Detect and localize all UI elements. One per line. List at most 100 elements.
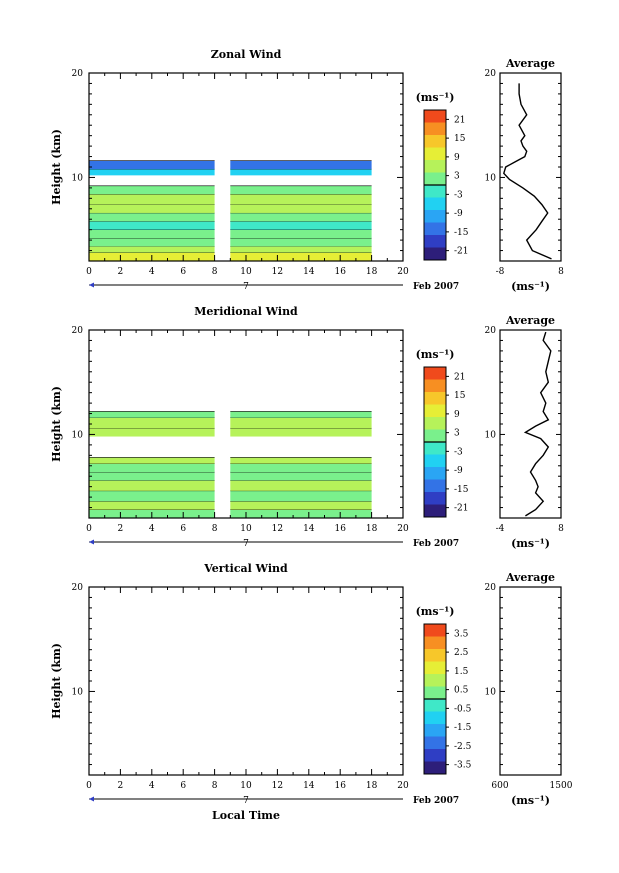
colorbar-swatch	[424, 429, 446, 443]
wind-cell	[230, 417, 372, 429]
wind-cell	[230, 411, 372, 418]
wind-cell	[89, 194, 215, 205]
date-label: Feb 2007	[413, 539, 459, 549]
colorbar-unit: (ms⁻¹)	[416, 605, 455, 618]
colorbar-swatch	[424, 736, 446, 750]
colorbar-swatch	[424, 467, 446, 480]
x-tick-label: 12	[272, 781, 283, 791]
wind-cell	[230, 238, 372, 247]
wind-cell	[89, 411, 215, 418]
colorbar-tick-label: -3	[454, 447, 463, 457]
x-tick-label: 4	[149, 781, 155, 791]
colorbar-swatch	[424, 454, 446, 468]
panel-title: Zonal Wind	[211, 48, 282, 61]
colorbar-swatch	[424, 724, 446, 737]
wind-cell	[89, 457, 215, 464]
x-tick-label: 16	[334, 524, 346, 534]
colorbar-tick-label: -3.5	[454, 761, 472, 771]
colorbar-tick-label: -1.5	[454, 723, 472, 733]
colorbar-swatch	[424, 442, 446, 455]
colorbar-tick-label: -15	[454, 228, 469, 238]
colorbar-tick-label: -9	[454, 209, 463, 219]
colorbar-swatch	[424, 404, 446, 418]
x-tick-label: 2	[118, 781, 124, 791]
profile-y-tick-label: 10	[485, 687, 497, 697]
y-tick-label: 10	[72, 430, 84, 440]
profile-frame	[499, 586, 562, 776]
colorbar-swatch	[424, 661, 446, 675]
colorbar-tick-label: 15	[454, 391, 466, 401]
x-tick-label: 18	[366, 524, 378, 534]
wind-cell	[89, 463, 215, 473]
x-tick-label: 20	[397, 781, 409, 791]
colorbar-swatch	[424, 674, 446, 687]
x-tick-label: 14	[303, 781, 315, 791]
colorbar-tick-label: 2.5	[454, 648, 469, 658]
colorbar-tick-label: -0.5	[454, 704, 472, 714]
colorbar-swatch	[424, 222, 446, 236]
wind-cell	[89, 428, 215, 437]
colorbar-swatch	[424, 235, 446, 248]
y-tick-label: 20	[72, 326, 84, 336]
colorbar-swatch	[424, 197, 446, 211]
colorbar-swatch	[424, 686, 446, 700]
y-axis-label: Height (km)	[50, 386, 63, 462]
wind-cell	[230, 212, 372, 222]
colorbar-unit: (ms⁻¹)	[416, 91, 455, 104]
profile-x-tick-label: 1500	[550, 781, 573, 791]
colorbar-tick-label: -2.5	[454, 742, 472, 752]
wind-cell	[230, 221, 372, 230]
colorbar-tick-label: -21	[454, 504, 469, 514]
x-tick-label: 10	[240, 267, 252, 277]
colorbar-swatch	[424, 699, 446, 712]
x-tick-label: 14	[303, 267, 315, 277]
colorbar-swatch	[424, 624, 446, 637]
day-marker: 7	[243, 796, 249, 806]
colorbar-tick-label: -3	[454, 190, 463, 200]
colorbar-swatch	[424, 160, 446, 173]
x-tick-label: 8	[212, 781, 218, 791]
x-tick-label: 0	[86, 781, 92, 791]
colorbar-tick-label: -15	[454, 485, 469, 495]
x-tick-label: 4	[149, 524, 155, 534]
wind-cell	[230, 160, 372, 170]
date-start-marker	[89, 282, 94, 288]
y-tick-label: 20	[72, 69, 84, 79]
profile-x-tick-label: -4	[496, 524, 505, 534]
colorbar-tick-label: 21	[454, 372, 465, 382]
x-tick-label: 10	[240, 524, 252, 534]
date-label: Feb 2007	[413, 282, 459, 292]
colorbar-swatch	[424, 417, 446, 430]
x-tick-label: 0	[86, 524, 92, 534]
x-tick-label: 4	[149, 267, 155, 277]
profile-x-tick-label: -8	[496, 267, 505, 277]
y-tick-label: 10	[72, 687, 84, 697]
wind-cell	[89, 490, 215, 502]
colorbar-tick-label: 15	[454, 134, 466, 144]
y-axis-label: Height (km)	[50, 129, 63, 205]
x-tick-label: 6	[180, 524, 186, 534]
date-label: Feb 2007	[413, 796, 459, 806]
wind-cell	[230, 246, 372, 253]
wind-cell	[230, 169, 372, 176]
profile-x-tick-label: 8	[558, 267, 564, 277]
wind-cell	[230, 252, 372, 261]
profile-title: Average	[505, 571, 555, 584]
colorbar-swatch	[424, 649, 446, 662]
colorbar-swatch	[424, 504, 446, 518]
date-start-marker	[89, 539, 94, 545]
wind-cell	[89, 212, 215, 222]
profile-title: Average	[505, 314, 555, 327]
profile-x-label: (ms⁻¹)	[511, 537, 550, 550]
x-axis-label: Local Time	[212, 809, 280, 822]
x-tick-label: 18	[366, 267, 378, 277]
colorbar-swatch	[424, 367, 446, 380]
colorbar-tick-label: 3	[454, 172, 460, 182]
colorbar-swatch	[424, 185, 446, 198]
y-tick-label: 10	[72, 173, 84, 183]
x-tick-label: 6	[180, 267, 186, 277]
wind-cell	[230, 428, 372, 437]
panel-1: Zonal Wind 0 2 4 6 8 10 12 14 16 18 20 10 20 Height (k…	[50, 48, 564, 293]
x-tick-label: 20	[397, 267, 409, 277]
wind-cell	[89, 480, 215, 491]
